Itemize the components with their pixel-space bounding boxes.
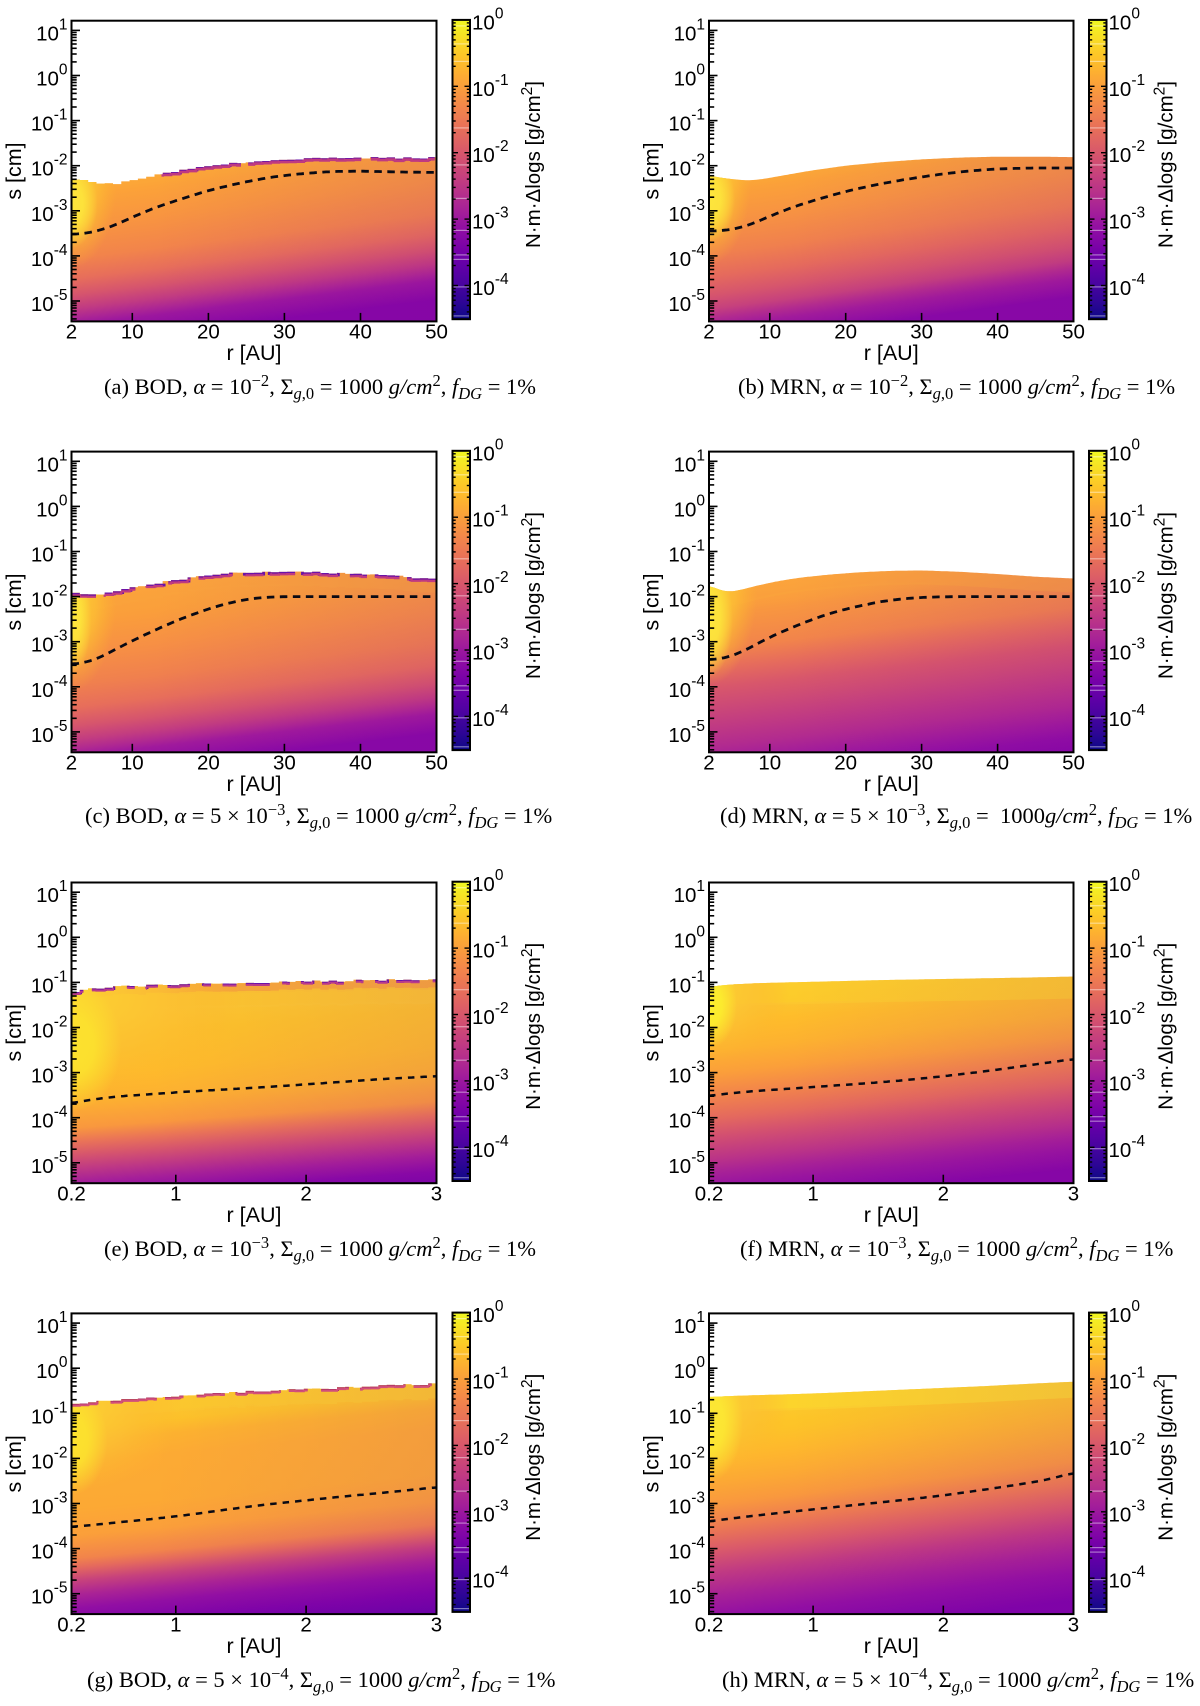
svg-text:3: 3: [431, 1613, 442, 1636]
svg-text:40: 40: [349, 321, 372, 344]
svg-text:0.2: 0.2: [57, 1182, 86, 1205]
svg-text:1: 1: [170, 1182, 181, 1205]
svg-text:30: 30: [273, 321, 296, 344]
svg-text:2: 2: [66, 752, 77, 775]
svg-text:10: 10: [758, 321, 781, 344]
svg-text:20: 20: [197, 321, 220, 344]
svg-text:r [AU]: r [AU]: [227, 341, 282, 365]
svg-text:3: 3: [1068, 1182, 1079, 1205]
svg-text:30: 30: [273, 752, 296, 775]
svg-text:2: 2: [938, 1613, 949, 1636]
svg-text:s [cm]: s [cm]: [2, 142, 26, 199]
svg-text:s [cm]: s [cm]: [2, 573, 26, 630]
svg-text:50: 50: [1062, 321, 1085, 344]
svg-text:s [cm]: s [cm]: [640, 1435, 664, 1492]
svg-text:50: 50: [425, 321, 448, 344]
svg-text:(a) BOD, α = 10−2, Σg,0 = 1000: (a) BOD, α = 10−2, Σg,0 = 1000 g/cm2, fD…: [104, 371, 536, 403]
svg-text:N·m·Δlogs [g/cm2]: N·m·Δlogs [g/cm2]: [1152, 81, 1178, 248]
svg-text:s [cm]: s [cm]: [640, 573, 664, 630]
svg-text:50: 50: [1062, 752, 1085, 775]
svg-text:N·m·Δlogs [g/cm2]: N·m·Δlogs [g/cm2]: [1152, 1374, 1178, 1541]
svg-text:r [AU]: r [AU]: [227, 1203, 282, 1227]
svg-text:10: 10: [758, 752, 781, 775]
svg-text:3: 3: [1068, 1613, 1079, 1636]
svg-text:r [AU]: r [AU]: [864, 1634, 919, 1658]
svg-text:r [AU]: r [AU]: [864, 341, 919, 365]
svg-text:(c) BOD, α = 5 × 10−3, Σg,0 =: (c) BOD, α = 5 × 10−3, Σg,0 = 1000 g/cm2…: [85, 800, 552, 832]
svg-text:1: 1: [807, 1182, 818, 1205]
svg-text:N·m·Δlogs [g/cm2]: N·m·Δlogs [g/cm2]: [1152, 512, 1178, 679]
svg-text:10: 10: [121, 321, 144, 344]
svg-text:1: 1: [807, 1613, 818, 1636]
svg-text:s [cm]: s [cm]: [640, 142, 664, 199]
svg-text:3: 3: [431, 1182, 442, 1205]
svg-text:N·m·Δlogs [g/cm2]: N·m·Δlogs [g/cm2]: [519, 512, 545, 679]
svg-text:0.2: 0.2: [695, 1182, 724, 1205]
svg-text:1: 1: [170, 1613, 181, 1636]
svg-text:N·m·Δlogs [g/cm2]: N·m·Δlogs [g/cm2]: [519, 943, 545, 1110]
svg-text:r [AU]: r [AU]: [227, 772, 282, 796]
svg-text:N·m·Δlogs [g/cm2]: N·m·Δlogs [g/cm2]: [1152, 943, 1178, 1110]
svg-text:s [cm]: s [cm]: [640, 1004, 664, 1061]
svg-text:40: 40: [349, 752, 372, 775]
svg-text:r [AU]: r [AU]: [227, 1634, 282, 1658]
svg-text:r [AU]: r [AU]: [864, 772, 919, 796]
svg-text:40: 40: [986, 321, 1009, 344]
svg-text:2: 2: [300, 1613, 311, 1636]
svg-text:2: 2: [300, 1182, 311, 1205]
svg-text:2: 2: [938, 1182, 949, 1205]
svg-text:(d) MRN, α = 5 × 10−3, Σg,0 =: (d) MRN, α = 5 × 10−3, Σg,0 = 1000g/cm2,…: [720, 800, 1192, 832]
svg-text:N·m·Δlogs [g/cm2]: N·m·Δlogs [g/cm2]: [519, 1374, 545, 1541]
svg-text:s [cm]: s [cm]: [2, 1004, 26, 1061]
svg-text:10: 10: [121, 752, 144, 775]
svg-text:30: 30: [910, 752, 933, 775]
svg-text:r [AU]: r [AU]: [864, 1203, 919, 1227]
svg-text:20: 20: [834, 752, 857, 775]
svg-text:(f) MRN, α = 10−3, Σg,0 = 1000: (f) MRN, α = 10−3, Σg,0 = 1000 g/cm2, fD…: [740, 1233, 1173, 1265]
svg-text:2: 2: [703, 321, 714, 344]
svg-text:20: 20: [197, 752, 220, 775]
svg-text:0.2: 0.2: [695, 1613, 724, 1636]
svg-text:s [cm]: s [cm]: [2, 1435, 26, 1492]
svg-text:0.2: 0.2: [57, 1613, 86, 1636]
svg-text:N·m·Δlogs [g/cm2]: N·m·Δlogs [g/cm2]: [519, 81, 545, 248]
svg-text:2: 2: [66, 321, 77, 344]
svg-text:50: 50: [425, 752, 448, 775]
svg-text:2: 2: [703, 752, 714, 775]
svg-text:20: 20: [834, 321, 857, 344]
svg-text:30: 30: [910, 321, 933, 344]
svg-text:40: 40: [986, 752, 1009, 775]
